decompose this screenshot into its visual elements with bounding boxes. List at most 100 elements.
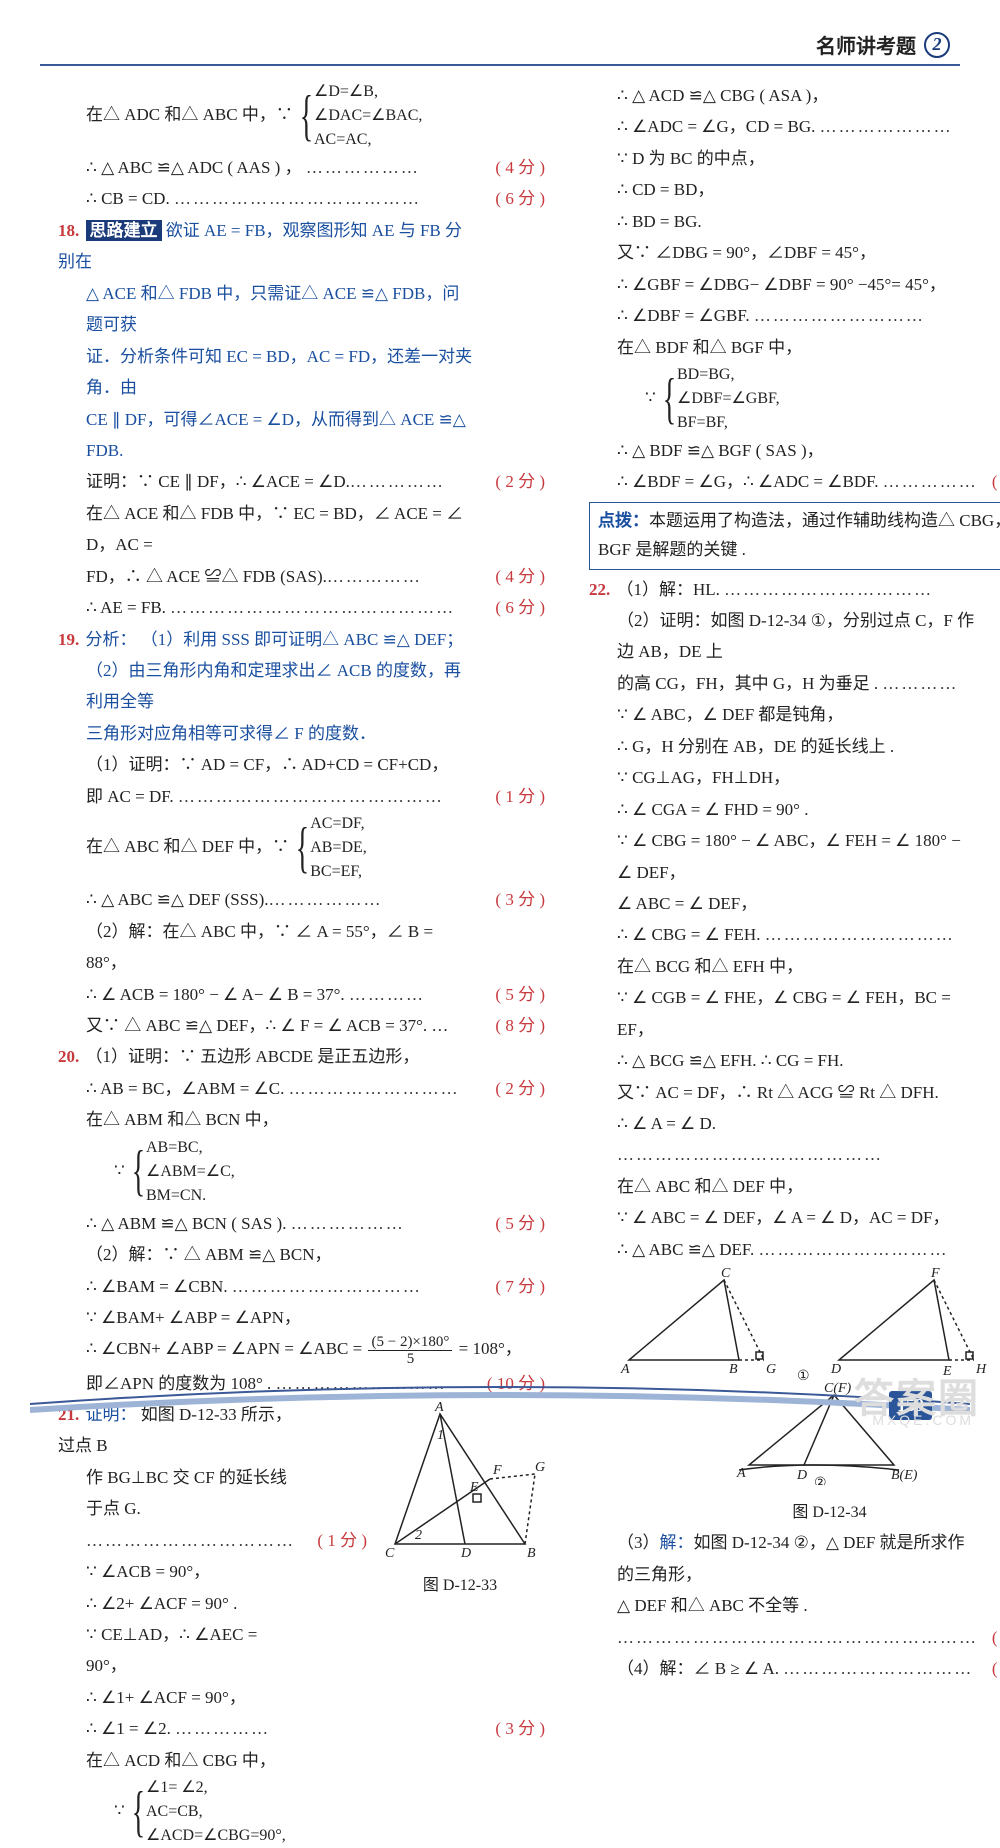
text-line: ∴ ∠GBF = ∠DBG− ∠DBF = 90° −45°= 45°， xyxy=(589,269,1000,300)
text-line: （4）解：∠ B ≥ ∠ A. ………………………… ( 12 分 ) xyxy=(589,1653,1000,1684)
text-line: ∴ ∠DBF = ∠GBF. ……………………… ( 7 分 ) xyxy=(589,300,1000,331)
text-line: ∴ △ BCG ≌△ EFH. ∴ CG = FH. xyxy=(589,1045,1000,1076)
score: ( 1 分 ) xyxy=(317,1525,367,1556)
text-line: 即 AC = DF. …………………………………… ( 1 分 ) xyxy=(58,781,545,812)
question-number: 20. xyxy=(58,1047,79,1066)
text-line: 在△ BDF 和△ BGF 中， xyxy=(589,332,1000,363)
score: ( 5 分 ) xyxy=(495,979,545,1010)
svg-text:C: C xyxy=(721,1266,731,1281)
score: ( 2 分 ) xyxy=(495,466,545,497)
text-line: ∵ D 为 BC 的中点， xyxy=(589,143,1000,174)
text-line: 又∵ △ ABC ≌△ DEF，∴ ∠ F = ∠ ACB = 37°. … (… xyxy=(58,1010,545,1041)
text-line: ∴ ∠ ACB = 180° − ∠ A− ∠ B = 37°. ………… ( … xyxy=(58,979,545,1010)
text-line: （2）证明：如图 D-12-34 ①，分别过点 C，F 作边 AB，DE 上 xyxy=(589,605,1000,668)
text-line: ∴ ∠ CGA = ∠ FHD = 90° . xyxy=(589,794,1000,825)
brace-group: { ∠1= ∠2, AC=CB, ∠ACD=∠CBG=90°, xyxy=(129,1776,286,1848)
text-line: ∵ ∠ ABC，∠ DEF 都是钝角， xyxy=(589,699,1000,730)
question-number: 18. xyxy=(58,221,79,240)
text-line: ∴ ∠2+ ∠ACF = 90° . xyxy=(58,1588,367,1619)
score: ( 10 分 ) xyxy=(992,466,1000,497)
text-line: ∴ △ ACD ≌△ CBG ( ASA )， xyxy=(589,80,1000,111)
score: ( 6 分 ) xyxy=(495,183,545,214)
text-line: （2）解：∵ △ ABM ≌△ BCN， xyxy=(58,1239,545,1270)
score: ( 8 分 ) xyxy=(495,1010,545,1041)
silu-tag: 思路建立 xyxy=(86,220,162,241)
svg-text:D: D xyxy=(796,1468,807,1483)
text-line: ∵ { ∠1= ∠2, AC=CB, ∠ACD=∠CBG=90°, xyxy=(58,1776,545,1848)
watermark-url: MXQE.COM xyxy=(872,1412,974,1428)
svg-text:A: A xyxy=(736,1466,746,1481)
text-line: （2）解：在△ ABC 中，∵ ∠ A = 55°，∠ B = 88°， xyxy=(58,916,545,979)
text-line: ∴ BD = BG. xyxy=(589,206,1000,237)
brace-group: { AB=BC, ∠ABM=∠C, BM=CN. xyxy=(129,1136,235,1208)
text-line: ∵ ∠BAM+ ∠ABP = ∠APN， xyxy=(58,1302,545,1333)
text-line: CE ∥ DF，可得∠ACE = ∠D，从而得到△ ACE ≌△ FDB. xyxy=(58,404,545,467)
svg-text:G: G xyxy=(535,1460,545,1475)
text-line: ∴ ∠1+ ∠ACF = 90°， xyxy=(58,1682,367,1713)
text-line: 在△ ADC 和△ ABC 中，∵ { ∠D=∠B, ∠DAC=∠BAC, AC… xyxy=(58,80,545,152)
score: ( 4 分 ) xyxy=(495,152,545,183)
text-line: ………………………………………………… ( 10 分 ) xyxy=(589,1622,1000,1653)
q21-block: 21. 证明： 如图 D-12-33 所示，过点 B 作 BG⊥BC 交 CF … xyxy=(58,1399,545,1713)
figure-caption: 图 D-12-34 xyxy=(609,1498,1000,1528)
text-line: ∴ ∠ A = ∠ D. …………………………………… ( 6 分 ) xyxy=(589,1108,1000,1171)
text-line: ∴ ∠ CBG = ∠ FEH. ………………………… ( 4 分 ) xyxy=(589,919,1000,950)
text-line: ∵ { AB=BC, ∠ABM=∠C, BM=CN. xyxy=(58,1136,545,1208)
text-line: （2）由三角形内角和定理求出∠ ACB 的度数，再利用全等 xyxy=(58,655,545,718)
text-line: 在△ ACE 和△ FDB 中，∵ EC = BD，∠ ACE = ∠ D，AC… xyxy=(58,498,545,561)
figure-caption: 图 D-12-33 xyxy=(375,1571,545,1601)
text-line: 在△ ACD 和△ CBG 中， xyxy=(58,1745,545,1776)
page-header: 名师讲考题 2 xyxy=(816,30,950,59)
text-line: △ ACE 和△ FDB 中，只需证△ ACE ≌△ FDB，问题可获 xyxy=(58,278,545,341)
text-line: 在△ ABC 和△ DEF 中，∵ { AC=DF, AB=DE, BC=EF, xyxy=(58,812,545,884)
column-left: 在△ ADC 和△ ABC 中，∵ { ∠D=∠B, ∠DAC=∠BAC, AC… xyxy=(58,80,545,1354)
svg-text:C: C xyxy=(385,1546,395,1559)
brace-group: { ∠D=∠B, ∠DAC=∠BAC, AC=AC, xyxy=(297,80,422,152)
svg-text:B: B xyxy=(527,1546,536,1559)
text-line: ∴ AE = FB. ……………………………………… ( 6 分 ) xyxy=(58,592,545,623)
svg-text:1: 1 xyxy=(437,1428,444,1443)
text-line: ∠ ABC = ∠ DEF， xyxy=(589,888,1000,919)
score: ( 6 分 ) xyxy=(495,592,545,623)
score: ( 5 分 ) xyxy=(495,1208,545,1239)
brace-group: { BD=BG, ∠DBF=∠GBF, BF=BF, xyxy=(660,363,780,435)
header-title: 名师讲考题 xyxy=(816,30,916,59)
svg-text:②: ② xyxy=(814,1476,827,1485)
text-line: FD，∴ △ ACE ≌△ FDB (SAS).…………… ( 4 分 ) xyxy=(58,561,545,592)
text-line: 在△ ABC 和△ DEF 中， xyxy=(589,1171,1000,1202)
score: ( 10 分 ) xyxy=(992,1622,1000,1653)
text-line: ∴ △ ABM ≌△ BCN ( SAS ). ……………… ( 5 分 ) xyxy=(58,1208,545,1239)
header-logo: 2 xyxy=(924,32,950,58)
dianbo-box: 点拨：本题运用了构造法，通过作辅助线构造△ CBG，△ BGF 是解题的关键 . xyxy=(589,502,1000,570)
brace-group: { AC=DF, AB=DE, BC=EF, xyxy=(293,812,366,884)
text-line: ∵ ∠ CBG = 180° − ∠ ABC，∠ FEH = ∠ 180° − … xyxy=(589,825,1000,888)
question-number: 19. xyxy=(58,630,79,649)
text-line: …………………………… ( 1 分 ) xyxy=(58,1525,367,1556)
text-line: 证．分析条件可知 EC = BD，AC = FD，还差一对夹角．由 xyxy=(58,341,545,404)
text-line: ∴ ∠1 = ∠2. …………… ( 3 分 ) xyxy=(58,1713,545,1744)
figure-d-12-33: A B C D E F G 1 2 图 D-12-33 xyxy=(375,1399,545,1713)
text-line: ∴ △ ABC ≌△ DEF. ………………………… ( 8 分 ) xyxy=(589,1234,1000,1265)
text-line: 在△ ABM 和△ BCN 中， xyxy=(58,1104,545,1135)
score: ( 3 分 ) xyxy=(495,1713,545,1744)
text-line: ∴ G，H 分别在 AB，DE 的延长线上 . xyxy=(589,731,1000,762)
fraction: (5 − 2)×180° 5 xyxy=(368,1334,452,1368)
text-line: ∴ △ ABC ≌△ ADC ( AAS ) ， ……………… ( 4 分 ) xyxy=(58,152,545,183)
text-line: ∴ △ BDF ≌△ BGF ( SAS )， xyxy=(589,435,1000,466)
svg-text:F: F xyxy=(930,1266,940,1281)
text-line: △ DEF 和△ ABC 不全等 . xyxy=(589,1590,1000,1621)
text-line: （3）解：如图 D-12-34 ②，△ DEF 就是所求作的三角形， xyxy=(589,1527,1000,1590)
text-line: 证明：∵ CE ∥ DF，∴ ∠ACE = ∠D.…………… ( 2 分 ) xyxy=(58,466,545,497)
text-line: 19. 分析： （1）利用 SSS 即可证明△ ABC ≌△ DEF； xyxy=(58,624,545,655)
text-line: ∵ ∠ CGB = ∠ FHE，∠ CBG = ∠ FEH，BC = EF， xyxy=(589,982,1000,1045)
score: ( 4 分 ) xyxy=(495,561,545,592)
dianbo-tag: 点拨： xyxy=(598,511,649,530)
svg-text:D: D xyxy=(460,1546,471,1559)
text-line: ∵ ∠ ABC = ∠ DEF，∠ A = ∠ D，AC = DF， xyxy=(589,1202,1000,1233)
score: ( 3 分 ) xyxy=(495,884,545,915)
score: ( 7 分 ) xyxy=(495,1271,545,1302)
text-line: 18. 思路建立 欲证 AE = FB，观察图形知 AE 与 FB 分别在 xyxy=(58,215,545,278)
column-right: ∴ △ ACD ≌△ CBG ( ASA )， ∴ ∠ADC = ∠G，CD =… xyxy=(589,80,1000,1354)
svg-text:H: H xyxy=(975,1362,987,1377)
svg-text:B(E): B(E) xyxy=(891,1468,918,1483)
